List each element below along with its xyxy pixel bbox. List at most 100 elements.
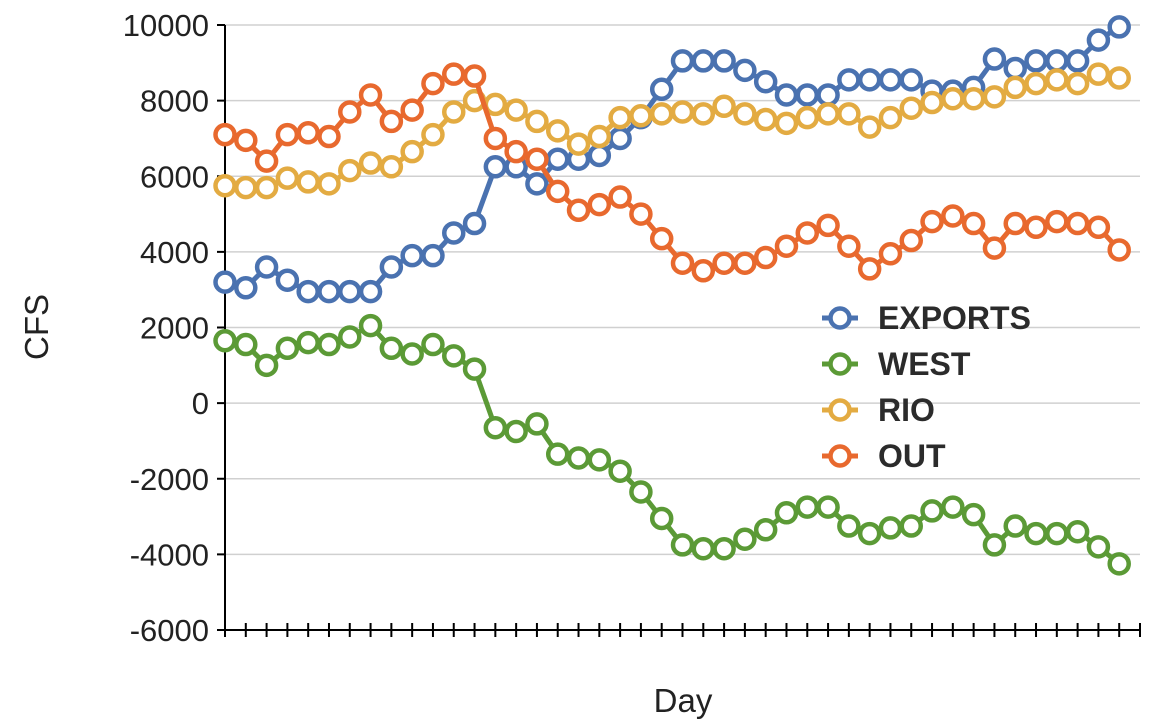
data-point bbox=[317, 279, 341, 304]
data-point bbox=[566, 132, 591, 156]
legend-marker bbox=[828, 444, 852, 468]
data-point bbox=[525, 412, 549, 436]
data-point bbox=[982, 236, 1007, 260]
data-point bbox=[1065, 519, 1090, 544]
data-point bbox=[442, 221, 466, 245]
data-point bbox=[317, 172, 341, 196]
data-point bbox=[400, 98, 424, 122]
data-point bbox=[837, 68, 861, 92]
data-point bbox=[878, 516, 903, 540]
data-point bbox=[920, 90, 944, 115]
data-point bbox=[317, 124, 341, 149]
data-point bbox=[774, 501, 799, 525]
x-axis-title: Day bbox=[654, 682, 713, 719]
data-point bbox=[691, 49, 716, 73]
legend-marker bbox=[828, 306, 852, 330]
y-tick-label: -4000 bbox=[130, 537, 209, 572]
y-tick-label: 10000 bbox=[123, 8, 209, 43]
data-point bbox=[421, 122, 445, 147]
data-point bbox=[753, 69, 778, 94]
data-point bbox=[712, 251, 736, 275]
data-point bbox=[982, 85, 1007, 109]
data-point bbox=[400, 243, 424, 268]
data-point bbox=[857, 115, 882, 139]
data-point bbox=[941, 86, 965, 111]
data-point bbox=[795, 495, 820, 519]
data-point bbox=[878, 68, 903, 92]
data-point bbox=[899, 68, 923, 92]
data-point bbox=[275, 166, 300, 190]
data-point bbox=[1045, 68, 1069, 92]
data-point bbox=[338, 279, 362, 304]
series-west bbox=[213, 313, 1131, 576]
data-point bbox=[816, 102, 840, 126]
data-point bbox=[608, 126, 632, 151]
data-point bbox=[816, 83, 840, 107]
data-point bbox=[691, 259, 716, 283]
data-point bbox=[442, 344, 466, 368]
data-point bbox=[712, 536, 736, 561]
data-point bbox=[504, 98, 528, 122]
data-point bbox=[254, 175, 279, 200]
data-point bbox=[462, 357, 487, 381]
data-point bbox=[545, 119, 570, 143]
data-point bbox=[254, 255, 279, 279]
data-point bbox=[338, 100, 362, 124]
data-point bbox=[629, 104, 653, 128]
data-point bbox=[462, 64, 487, 88]
data-point bbox=[1065, 211, 1090, 236]
data-point bbox=[608, 185, 632, 209]
data-point bbox=[649, 506, 674, 531]
data-point bbox=[837, 234, 861, 258]
data-point bbox=[213, 173, 237, 198]
data-point bbox=[421, 71, 445, 96]
data-point bbox=[1086, 28, 1111, 52]
data-point bbox=[608, 105, 632, 130]
data-point bbox=[275, 268, 300, 292]
data-point bbox=[296, 279, 320, 304]
data-point bbox=[1024, 49, 1048, 73]
legend-label: WEST bbox=[878, 346, 971, 382]
data-point bbox=[1003, 211, 1027, 236]
data-point bbox=[234, 175, 258, 200]
y-tick-label: 8000 bbox=[140, 84, 209, 119]
data-point bbox=[379, 109, 404, 134]
data-point bbox=[961, 86, 986, 111]
data-point bbox=[629, 480, 653, 504]
data-point bbox=[899, 96, 923, 120]
data-point bbox=[1086, 215, 1111, 240]
legend-item: EXPORTS bbox=[822, 300, 1031, 336]
data-point bbox=[587, 143, 612, 168]
data-point bbox=[1003, 514, 1027, 538]
data-point bbox=[1024, 521, 1048, 546]
y-axis-title: CFS bbox=[18, 294, 55, 360]
data-point bbox=[920, 499, 944, 523]
data-point bbox=[358, 279, 383, 304]
data-point bbox=[774, 234, 799, 258]
data-point bbox=[1045, 209, 1069, 234]
data-point bbox=[982, 533, 1007, 557]
data-point bbox=[857, 521, 882, 546]
legend-label: OUT bbox=[878, 438, 946, 474]
data-point bbox=[566, 446, 591, 470]
y-tick-labels: 10000 8000 6000 4000 2000 0 -2000 -4000 -6000 bbox=[123, 8, 209, 648]
data-point bbox=[899, 228, 923, 253]
data-point bbox=[795, 221, 820, 245]
data-point bbox=[1107, 238, 1131, 262]
data-point bbox=[774, 111, 799, 136]
data-point bbox=[712, 49, 736, 73]
data-point bbox=[837, 102, 861, 126]
data-point bbox=[670, 49, 695, 73]
data-point bbox=[733, 527, 757, 551]
data-point bbox=[545, 147, 570, 171]
data-point bbox=[296, 330, 320, 355]
data-point bbox=[338, 158, 362, 183]
data-point bbox=[1086, 62, 1111, 86]
data-point bbox=[587, 124, 612, 149]
data-point bbox=[712, 94, 736, 119]
data-point bbox=[816, 213, 840, 238]
data-point bbox=[400, 342, 424, 366]
data-point bbox=[670, 251, 695, 275]
data-point bbox=[649, 102, 674, 126]
data-point bbox=[691, 536, 716, 561]
